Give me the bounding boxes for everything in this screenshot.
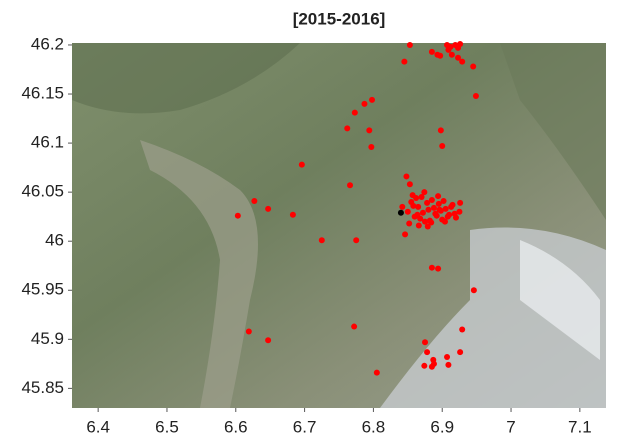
point [401,58,408,65]
point [421,189,428,196]
point [441,218,448,225]
point [428,219,435,226]
point [245,328,252,335]
point [369,96,376,103]
point [361,100,368,107]
point [419,209,426,216]
y-tick-label: 46 [45,231,64,250]
point [459,58,466,65]
point [451,210,458,217]
x-tick-label: 6.4 [86,417,110,436]
point [457,40,464,47]
point [444,353,451,360]
point [251,197,258,204]
point [448,51,455,58]
point [373,369,380,376]
point [430,360,437,367]
point [435,265,442,272]
point [403,173,410,180]
point [351,109,358,116]
point [430,204,437,211]
x-tick-label: 6.8 [362,417,386,436]
point [344,125,351,132]
point [445,361,452,368]
point [265,337,272,344]
y-tick-label: 45.95 [21,280,64,299]
point [421,362,428,369]
point [366,127,373,134]
point [428,48,435,55]
x-tick-label: 7.1 [568,417,592,436]
point [444,213,451,220]
point [433,212,440,219]
point [424,223,431,230]
y-tick-label: 45.9 [31,329,64,348]
point [415,222,422,229]
point [414,211,421,218]
point [455,54,462,61]
point [406,41,413,48]
point [415,203,422,210]
point [422,218,429,225]
point [406,181,413,188]
point [439,143,446,150]
point [437,127,444,134]
point [472,92,479,99]
point [402,231,409,238]
point [435,193,442,200]
point [418,194,425,201]
point [435,200,442,207]
map-background [72,43,606,408]
point [470,287,477,294]
point [397,209,404,216]
point [436,206,443,213]
x-tick-label: 6.5 [155,417,179,436]
point [425,206,432,213]
point [457,199,464,206]
point [265,205,272,212]
x-tick-label: 6.9 [430,417,454,436]
point [459,326,466,333]
point [399,203,406,210]
point [353,237,360,244]
point [428,264,435,271]
point [448,203,455,210]
point [234,212,241,219]
x-tick-label: 6.6 [224,417,248,436]
point [424,349,431,356]
point [424,199,431,206]
y-tick-label: 46.05 [21,182,64,201]
y-tick-label: 45.85 [21,378,64,397]
y-tick-label: 46.1 [31,133,64,152]
point [406,220,413,227]
point [289,211,296,218]
x-tick-label: 6.7 [293,417,317,436]
point [368,144,375,151]
y-tick-label: 46.2 [31,34,64,53]
point [437,52,444,59]
point [440,197,447,204]
point [422,339,429,346]
point [318,237,325,244]
point [404,208,411,215]
point [444,41,451,48]
point [442,205,449,212]
chart-title: [2015-2016] [293,9,386,28]
point [456,208,463,215]
point [409,192,416,199]
point [347,182,354,189]
point [428,196,435,203]
y-tick-label: 46.15 [21,84,64,103]
point [351,323,358,330]
point [298,161,305,168]
point [457,349,464,356]
point [410,202,417,209]
x-tick-label: 7 [506,417,515,436]
point [470,63,477,70]
